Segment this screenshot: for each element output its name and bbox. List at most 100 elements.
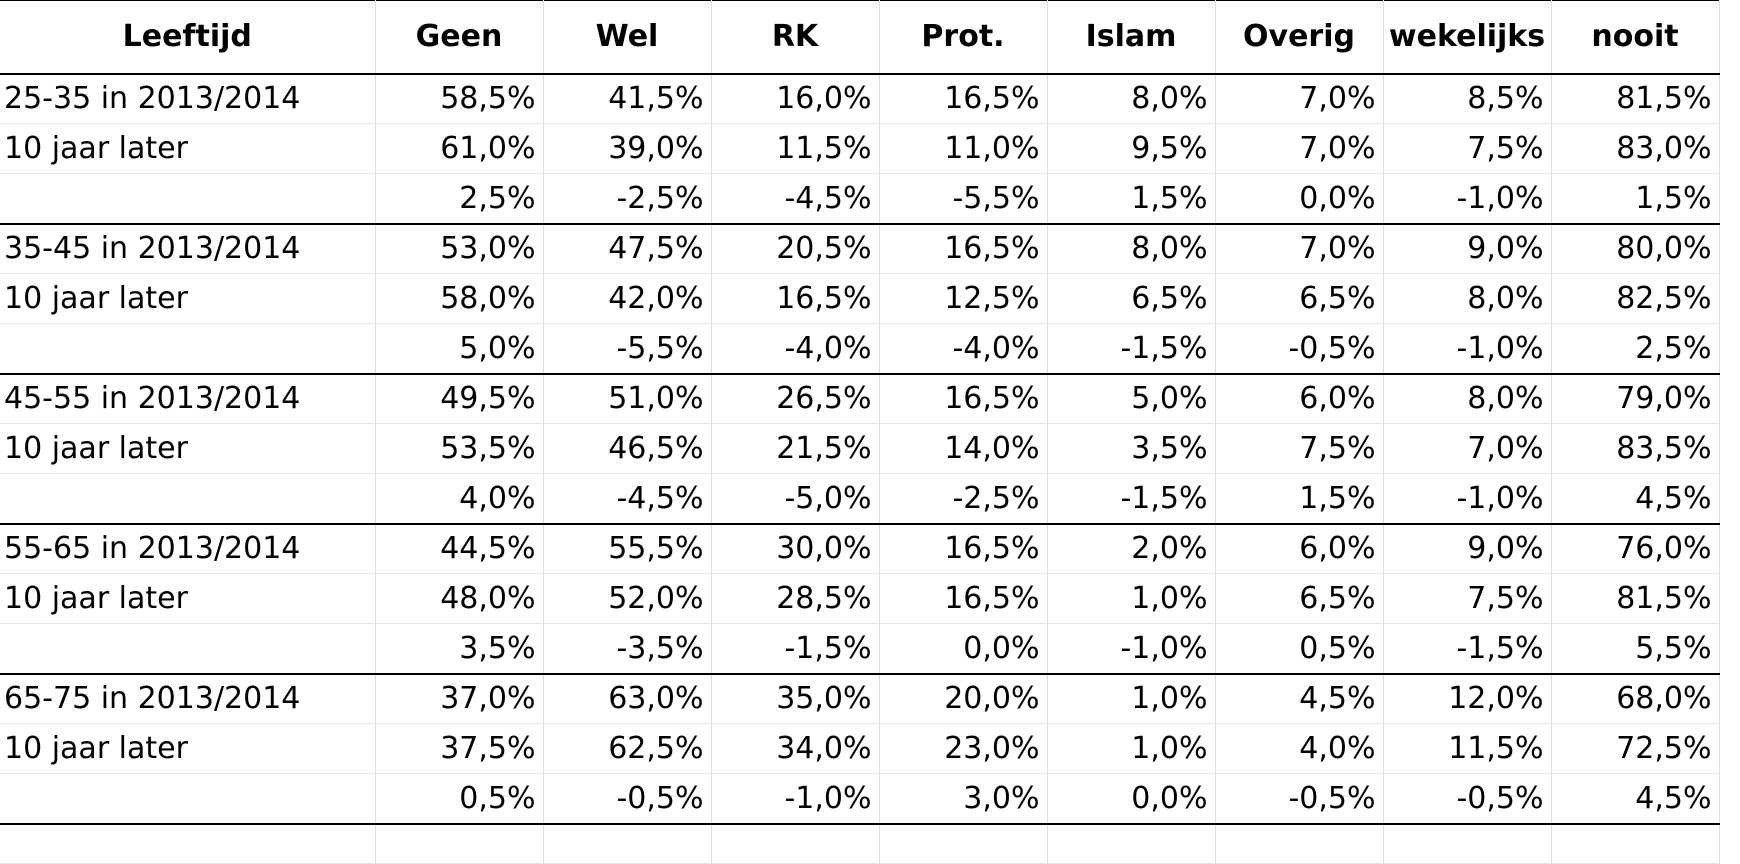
value-cell[interactable]: 9,0%	[1382, 223, 1552, 274]
empty-cell[interactable]	[878, 823, 1048, 864]
value-cell[interactable]: 4,5%	[1214, 673, 1384, 724]
row-label-cell[interactable]: 10 jaar later	[0, 273, 376, 324]
value-cell[interactable]: 0,5%	[374, 773, 544, 825]
header-cell-wekelijks[interactable]: wekelijks	[1382, 0, 1552, 75]
value-cell[interactable]: 16,5%	[878, 223, 1048, 274]
value-cell[interactable]: -1,5%	[1382, 623, 1552, 675]
value-cell[interactable]: 7,5%	[1382, 123, 1552, 174]
value-cell[interactable]: 8,0%	[1046, 73, 1216, 124]
row-label-cell[interactable]: 10 jaar later	[0, 423, 376, 474]
value-cell[interactable]: -1,0%	[1382, 473, 1552, 525]
value-cell[interactable]: 21,5%	[710, 423, 880, 474]
value-cell[interactable]: 76,0%	[1550, 523, 1720, 574]
empty-cell[interactable]	[374, 823, 544, 864]
value-cell[interactable]: 55,5%	[542, 523, 712, 574]
row-label-cell[interactable]	[0, 173, 376, 225]
value-cell[interactable]: 79,0%	[1550, 373, 1720, 424]
value-cell[interactable]: -3,5%	[542, 623, 712, 675]
value-cell[interactable]: 16,0%	[710, 73, 880, 124]
row-label-cell[interactable]: 55-65 in 2013/2014	[0, 523, 376, 574]
empty-cell[interactable]	[1046, 823, 1216, 864]
empty-cell[interactable]	[0, 823, 376, 864]
header-cell-islam[interactable]: Islam	[1046, 0, 1216, 75]
value-cell[interactable]: 3,5%	[1046, 423, 1216, 474]
value-cell[interactable]: 8,5%	[1382, 73, 1552, 124]
value-cell[interactable]: 7,5%	[1214, 423, 1384, 474]
value-cell[interactable]: 1,0%	[1046, 723, 1216, 774]
value-cell[interactable]: 8,0%	[1382, 273, 1552, 324]
value-cell[interactable]: 9,5%	[1046, 123, 1216, 174]
value-cell[interactable]: 6,0%	[1214, 523, 1384, 574]
header-cell-geen[interactable]: Geen	[374, 0, 544, 75]
row-label-cell[interactable]: 35-45 in 2013/2014	[0, 223, 376, 274]
value-cell[interactable]: 11,5%	[710, 123, 880, 174]
row-label-cell[interactable]: 10 jaar later	[0, 723, 376, 774]
empty-cell[interactable]	[1214, 823, 1384, 864]
value-cell[interactable]: 7,0%	[1214, 73, 1384, 124]
row-label-cell[interactable]	[0, 773, 376, 825]
header-cell-overig[interactable]: Overig	[1214, 0, 1384, 75]
value-cell[interactable]: 61,0%	[374, 123, 544, 174]
value-cell[interactable]: 3,0%	[878, 773, 1048, 825]
header-cell-nooit[interactable]: nooit	[1550, 0, 1720, 75]
row-label-cell[interactable]: 10 jaar later	[0, 123, 376, 174]
value-cell[interactable]: 7,0%	[1214, 223, 1384, 274]
empty-cell[interactable]	[710, 823, 880, 864]
value-cell[interactable]: -2,5%	[878, 473, 1048, 525]
value-cell[interactable]: 7,0%	[1214, 123, 1384, 174]
value-cell[interactable]: -1,5%	[1046, 323, 1216, 375]
value-cell[interactable]: 26,5%	[710, 373, 880, 424]
value-cell[interactable]: -4,0%	[878, 323, 1048, 375]
value-cell[interactable]: 46,5%	[542, 423, 712, 474]
value-cell[interactable]: 11,0%	[878, 123, 1048, 174]
value-cell[interactable]: 20,0%	[878, 673, 1048, 724]
value-cell[interactable]: 2,5%	[1550, 323, 1720, 375]
value-cell[interactable]: 9,0%	[1382, 523, 1552, 574]
value-cell[interactable]: 62,5%	[542, 723, 712, 774]
value-cell[interactable]: 2,5%	[374, 173, 544, 225]
value-cell[interactable]: 4,5%	[1550, 773, 1720, 825]
value-cell[interactable]: 53,5%	[374, 423, 544, 474]
header-cell-leeftijd[interactable]: Leeftijd	[0, 0, 376, 75]
value-cell[interactable]: 42,0%	[542, 273, 712, 324]
value-cell[interactable]: 14,0%	[878, 423, 1048, 474]
value-cell[interactable]: -1,0%	[1382, 173, 1552, 225]
value-cell[interactable]: 0,0%	[878, 623, 1048, 675]
value-cell[interactable]: 7,0%	[1382, 423, 1552, 474]
value-cell[interactable]: 35,0%	[710, 673, 880, 724]
value-cell[interactable]: 53,0%	[374, 223, 544, 274]
empty-cell[interactable]	[542, 823, 712, 864]
row-label-cell[interactable]	[0, 623, 376, 675]
empty-cell[interactable]	[1550, 823, 1720, 864]
empty-cell[interactable]	[1382, 823, 1552, 864]
value-cell[interactable]: 7,5%	[1382, 573, 1552, 624]
value-cell[interactable]: -1,0%	[1046, 623, 1216, 675]
header-cell-rk[interactable]: RK	[710, 0, 880, 75]
value-cell[interactable]: 3,5%	[374, 623, 544, 675]
value-cell[interactable]: 83,5%	[1550, 423, 1720, 474]
value-cell[interactable]: 12,0%	[1382, 673, 1552, 724]
value-cell[interactable]: 5,0%	[374, 323, 544, 375]
value-cell[interactable]: 30,0%	[710, 523, 880, 574]
value-cell[interactable]: 6,0%	[1214, 373, 1384, 424]
value-cell[interactable]: 16,5%	[710, 273, 880, 324]
value-cell[interactable]: 1,5%	[1214, 473, 1384, 525]
value-cell[interactable]: 83,0%	[1550, 123, 1720, 174]
row-label-cell[interactable]: 10 jaar later	[0, 573, 376, 624]
row-label-cell[interactable]	[0, 473, 376, 525]
value-cell[interactable]: 4,0%	[1214, 723, 1384, 774]
value-cell[interactable]: 20,5%	[710, 223, 880, 274]
value-cell[interactable]: -1,0%	[710, 773, 880, 825]
value-cell[interactable]: 68,0%	[1550, 673, 1720, 724]
value-cell[interactable]: 6,5%	[1214, 273, 1384, 324]
value-cell[interactable]: 1,0%	[1046, 573, 1216, 624]
value-cell[interactable]: -2,5%	[542, 173, 712, 225]
value-cell[interactable]: 16,5%	[878, 373, 1048, 424]
value-cell[interactable]: 8,0%	[1046, 223, 1216, 274]
value-cell[interactable]: 39,0%	[542, 123, 712, 174]
value-cell[interactable]: 63,0%	[542, 673, 712, 724]
value-cell[interactable]: -1,0%	[1382, 323, 1552, 375]
value-cell[interactable]: 11,5%	[1382, 723, 1552, 774]
row-label-cell[interactable]: 25-35 in 2013/2014	[0, 73, 376, 124]
value-cell[interactable]: -0,5%	[1382, 773, 1552, 825]
